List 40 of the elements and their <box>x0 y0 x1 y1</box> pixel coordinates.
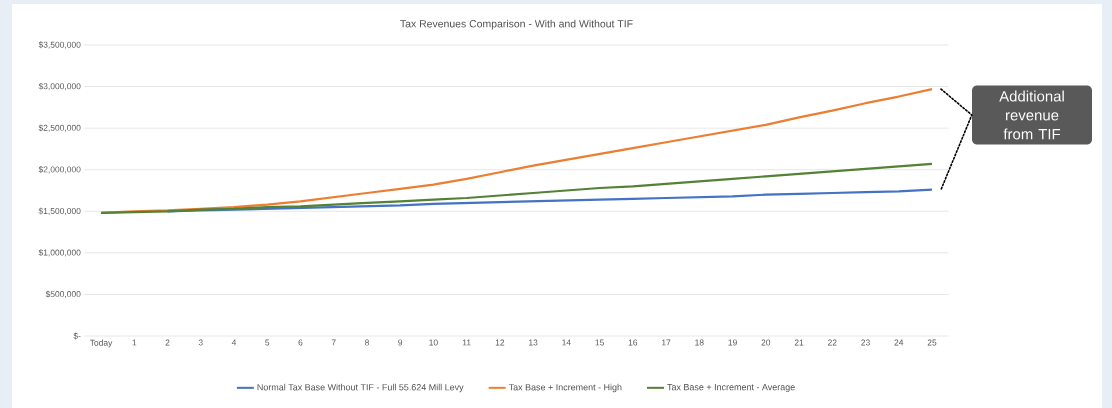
x-tick-label: 9 <box>398 339 403 346</box>
legend-label: Tax Base + Increment - High <box>508 383 622 393</box>
legend-label: Tax Base + Increment - Average <box>667 383 795 393</box>
x-tick-label: 12 <box>495 339 505 346</box>
x-tick-label: 15 <box>595 339 604 346</box>
x-tick-label: 10 <box>429 339 438 346</box>
y-tick-label: $3,000,000 <box>38 82 81 91</box>
x-tick-label: 16 <box>628 339 638 346</box>
y-tick-label: $2,000,000 <box>38 166 81 174</box>
x-tick-label: 25 <box>927 339 937 346</box>
x-tick-label: 18 <box>695 339 704 346</box>
x-tick-label: 6 <box>298 339 303 346</box>
x-tick-label: 17 <box>662 339 671 346</box>
x-tick-label: 22 <box>827 339 837 346</box>
x-tick-label: 4 <box>231 339 237 346</box>
x-tick-label: 19 <box>728 339 737 346</box>
y-tick-label: $- <box>73 332 81 340</box>
x-tick-label: 8 <box>364 339 369 346</box>
y-tick-label: $3,500,000 <box>38 41 81 49</box>
x-tick-label: 24 <box>894 339 904 346</box>
x-tick-label: 1 <box>132 339 137 346</box>
x-tick-label: 13 <box>529 339 538 346</box>
legend-label: Normal Tax Base Without TIF - Full 55.624 Mill Levy <box>257 383 464 393</box>
x-tick-label: 5 <box>265 339 270 346</box>
x-tick-label: 23 <box>861 339 870 346</box>
text: Additional revenue from TIF <box>999 90 1064 140</box>
y-tick-label: $1,000,000 <box>38 249 81 257</box>
y-tick-label: $500,000 <box>45 290 81 299</box>
x-tick-label: 2 <box>165 339 170 346</box>
x-tick-label: 11 <box>462 339 471 346</box>
y-tick-label: $1,500,000 <box>38 207 81 215</box>
x-tick-label: 7 <box>331 339 336 346</box>
x-tick-label: 21 <box>794 339 804 346</box>
chart-title: Tax Revenues Comparison - With and Without TIF <box>400 19 633 30</box>
x-tick-label: 3 <box>198 339 203 346</box>
y-tick-label: $2,500,000 <box>38 124 81 132</box>
x-tick-label: 20 <box>761 339 771 346</box>
line-series <box>99 162 934 215</box>
x-tick-label: 14 <box>562 339 571 346</box>
x-tick-label: Today <box>89 339 113 348</box>
